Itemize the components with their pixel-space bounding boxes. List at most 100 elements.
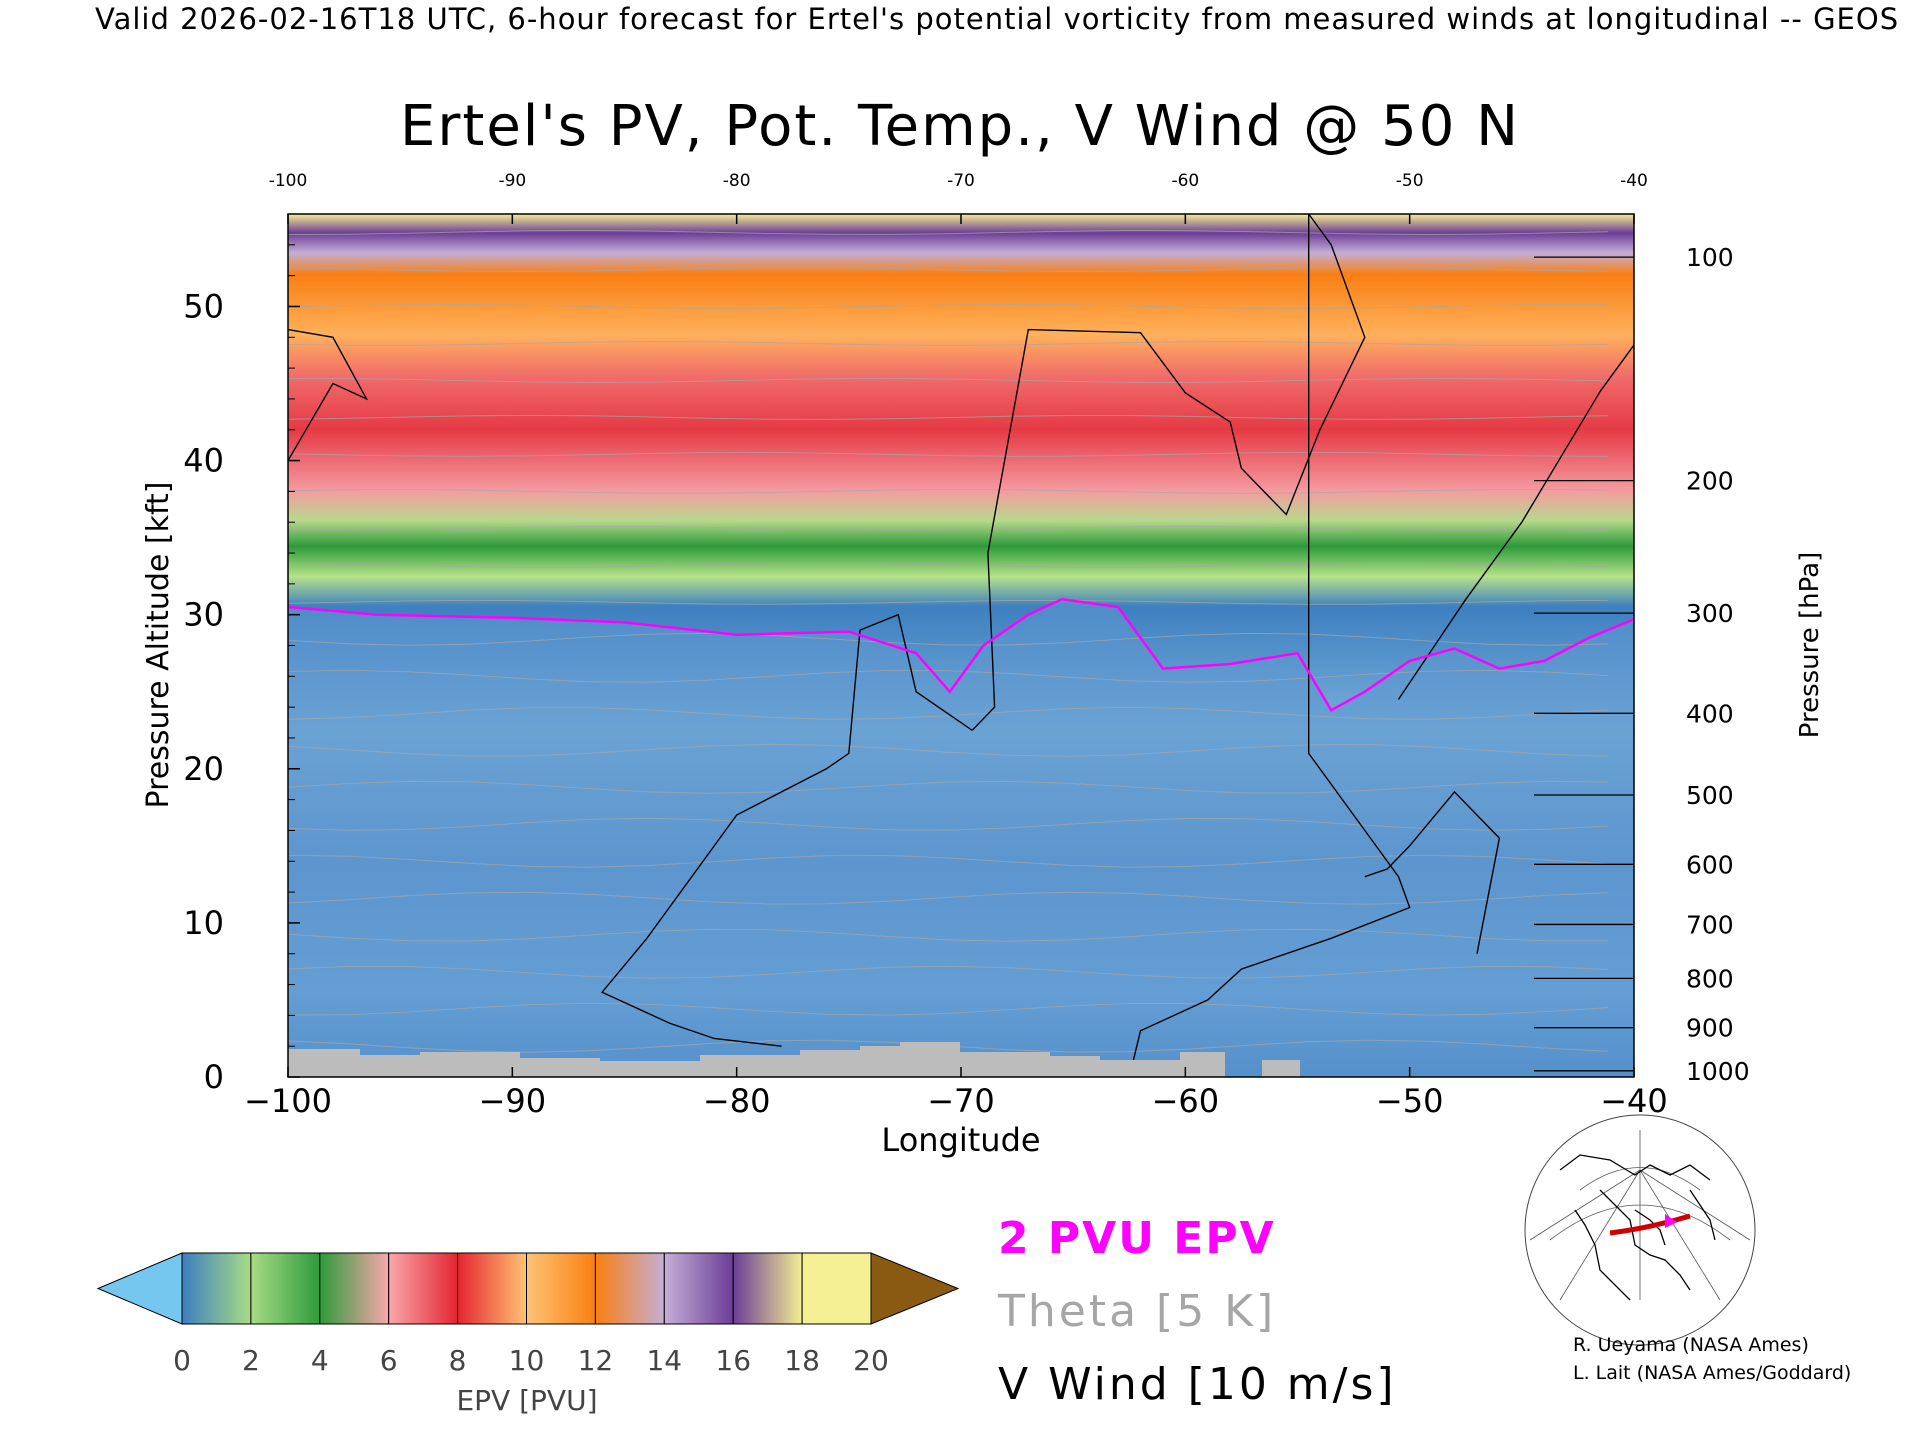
- y-tick-label: 20: [183, 750, 224, 788]
- theta-line: [288, 780, 1609, 794]
- plot-area: [288, 214, 1634, 1077]
- theta-line: [288, 928, 1609, 942]
- theta-line: [288, 303, 1608, 309]
- x-tick-label-top: -70: [947, 171, 975, 191]
- theta-line: [288, 817, 1609, 831]
- epv-layer-group: [288, 599, 1634, 1077]
- wind-contour: [971, 214, 1411, 1077]
- theta-line: [288, 965, 1609, 979]
- colorbar-segment: [732, 1252, 803, 1325]
- colorbar-segment: [457, 1252, 528, 1325]
- colorbar-tick-label: 10: [509, 1344, 545, 1377]
- colorbar-segment: [250, 1252, 321, 1325]
- colorbar-tick-label: 14: [646, 1344, 682, 1377]
- x-axis: −100 -100 −90 -90 −80 -80 −70 -70 −60 -60 −50 -50 −4…: [244, 171, 1668, 1120]
- wind-contours: [288, 214, 1634, 1077]
- troposphere-fill: [288, 599, 1634, 1077]
- x-tick-label-top: -100: [269, 171, 308, 191]
- y-tick-label: 50: [183, 287, 224, 325]
- colorbar-tick-label: 18: [784, 1344, 820, 1377]
- theta-line: [288, 891, 1609, 905]
- pressure-axis-label: Pressure [hPa]: [1795, 552, 1825, 739]
- y-tick-label: 0: [204, 1058, 224, 1096]
- map-globe: [1524, 1114, 1756, 1346]
- colorbar-tick-label: 0: [173, 1344, 191, 1377]
- colorbar-segment: [594, 1252, 665, 1325]
- theta-line: [288, 340, 1609, 346]
- colorbar-tick-label: 4: [311, 1344, 329, 1377]
- colorbar-tick-label: 12: [578, 1344, 614, 1377]
- chart-title: Ertel's PV, Pot. Temp., V Wind @ 50 N: [400, 94, 1520, 159]
- colorbar-tick-label: 16: [715, 1344, 751, 1377]
- theta-line: [288, 632, 1609, 646]
- terrain: [288, 1042, 1300, 1077]
- wind-contour: [1364, 790, 1501, 954]
- theta-line: [288, 414, 1609, 420]
- pv-2pvu-contour: [288, 598, 1634, 712]
- colorbar-segment: [801, 1252, 872, 1325]
- colorbar: 0 2 4 6 8 10 12 14 16 18 20: [96, 1252, 960, 1377]
- y-axis: 0 10 20 30 40 50: [183, 244, 300, 1096]
- map-meridians: [1529, 1130, 1751, 1301]
- pressure-tick-label: 900: [1686, 1014, 1734, 1043]
- theta-line: [288, 562, 1609, 568]
- x-axis-label: Longitude: [881, 1121, 1040, 1159]
- x-tick-label-top: -40: [1620, 171, 1648, 191]
- theta-line: [288, 854, 1609, 868]
- map-marker: [1665, 1214, 1677, 1228]
- y-axis-label: Pressure Altitude [kft]: [141, 482, 176, 809]
- pressure-tick-label: 700: [1686, 910, 1734, 939]
- theta-line: [288, 743, 1609, 757]
- x-tick-label: −70: [927, 1082, 995, 1120]
- colorbar-tick-label: 8: [449, 1344, 467, 1377]
- theta-line: [288, 706, 1609, 720]
- wind-contour: [288, 328, 369, 461]
- colorbar-segment: [388, 1252, 459, 1325]
- x-tick-label-top: -90: [498, 171, 526, 191]
- pressure-tick-label: 100: [1686, 243, 1734, 272]
- x-tick-label-top: -60: [1171, 171, 1199, 191]
- colorbar-segment: [319, 1252, 390, 1325]
- header-text: Valid 2026-02-16T18 UTC, 6-hour forecast…: [95, 2, 1900, 36]
- x-tick-label: −100: [244, 1082, 332, 1120]
- map-track: [1609, 1213, 1691, 1236]
- theta-line: [288, 525, 1609, 531]
- credit-line-1: R. Ueyama (NASA Ames): [1573, 1334, 1809, 1356]
- colorbar-tick-label: 6: [380, 1344, 398, 1377]
- x-tick-label: −80: [703, 1082, 771, 1120]
- colorbar-segment: [663, 1252, 734, 1325]
- theta-line: [288, 669, 1609, 683]
- legend-theta: Theta [5 K]: [997, 1286, 1276, 1337]
- theta-line: [288, 451, 1609, 457]
- x-tick-label: −40: [1600, 1082, 1668, 1120]
- colorbar-low-extension: [96, 1252, 183, 1325]
- theta-line: [288, 488, 1609, 494]
- colorbar-segment: [526, 1252, 596, 1325]
- x-tick-label-top: -50: [1396, 171, 1424, 191]
- legend-wind: V Wind [10 m/s]: [998, 1359, 1397, 1410]
- theta-line: [288, 229, 1609, 236]
- wind-contour: [600, 613, 973, 1047]
- theta-line: [288, 1002, 1609, 1016]
- x-tick-label-top: -80: [723, 171, 751, 191]
- colorbar-segment: [181, 1252, 252, 1325]
- x-tick-label: −90: [479, 1082, 547, 1120]
- theta-line: [288, 266, 1609, 273]
- x-tick-label: −60: [1152, 1082, 1220, 1120]
- pressure-tick-label: 800: [1686, 964, 1734, 993]
- pressure-tick-label: 300: [1686, 599, 1734, 628]
- pressure-axis: 100 200 300 400 500 600 700 800 900 1000: [1534, 243, 1750, 1086]
- colorbar-label: EPV [PVU]: [456, 1384, 597, 1417]
- pressure-tick-label: 1000: [1686, 1057, 1750, 1086]
- wind-contour: [1397, 344, 1634, 700]
- legend-pv: 2 PVU EPV: [998, 1213, 1276, 1264]
- theta-line: [288, 599, 1609, 605]
- pressure-tick-label: 600: [1686, 850, 1734, 879]
- colorbar-high-extension: [870, 1252, 960, 1325]
- colorbar-tick-label: 20: [853, 1344, 889, 1377]
- locator-map: [1524, 1114, 1756, 1346]
- y-tick-label: 10: [183, 904, 224, 942]
- colorbar-tick-label: 2: [242, 1344, 260, 1377]
- theta-line: [288, 377, 1609, 383]
